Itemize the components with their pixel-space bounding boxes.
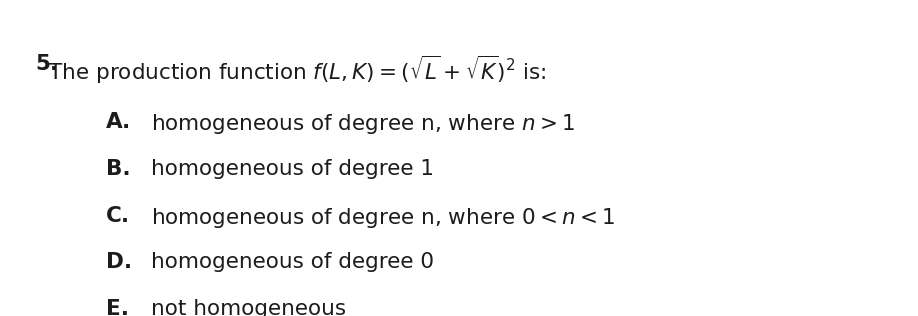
Text: C.: C.	[106, 206, 129, 226]
Text: 5.: 5.	[35, 54, 58, 74]
Text: E.: E.	[106, 299, 129, 316]
Text: homogeneous of degree n, where $n > 1$: homogeneous of degree n, where $n > 1$	[151, 112, 576, 136]
Text: D.: D.	[106, 252, 131, 272]
Text: homogeneous of degree 1: homogeneous of degree 1	[151, 159, 434, 179]
Text: B.: B.	[106, 159, 130, 179]
Text: The production function $f(L, K) = (\sqrt{L} + \sqrt{K})^{2}$ is:: The production function $f(L, K) = (\sqr…	[35, 54, 546, 86]
Text: homogeneous of degree 0: homogeneous of degree 0	[151, 252, 434, 272]
Text: A.: A.	[106, 112, 131, 132]
Text: not homogeneous: not homogeneous	[151, 299, 347, 316]
Text: homogeneous of degree n, where $0 < n < 1$: homogeneous of degree n, where $0 < n < …	[151, 206, 615, 230]
